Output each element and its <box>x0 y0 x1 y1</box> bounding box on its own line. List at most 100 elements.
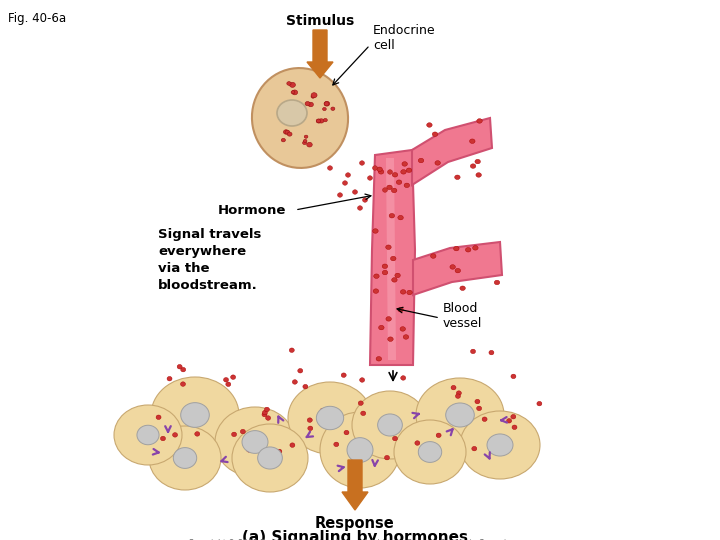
Ellipse shape <box>460 286 465 291</box>
Ellipse shape <box>471 349 475 354</box>
Ellipse shape <box>307 143 312 147</box>
Ellipse shape <box>401 170 406 174</box>
Ellipse shape <box>292 90 297 95</box>
Ellipse shape <box>181 382 186 386</box>
Ellipse shape <box>288 382 372 454</box>
Ellipse shape <box>460 411 540 479</box>
Text: Endocrine
cell: Endocrine cell <box>373 24 436 52</box>
Ellipse shape <box>316 119 321 123</box>
Ellipse shape <box>511 374 516 379</box>
Ellipse shape <box>343 181 348 185</box>
Ellipse shape <box>319 119 324 123</box>
Ellipse shape <box>403 335 409 339</box>
Ellipse shape <box>167 376 172 381</box>
Ellipse shape <box>282 138 285 142</box>
Ellipse shape <box>446 403 474 427</box>
Ellipse shape <box>156 415 161 420</box>
Ellipse shape <box>307 418 312 422</box>
Ellipse shape <box>305 102 310 106</box>
Ellipse shape <box>151 377 239 453</box>
Ellipse shape <box>263 410 267 415</box>
Ellipse shape <box>482 417 487 421</box>
Ellipse shape <box>240 429 246 434</box>
Ellipse shape <box>455 268 461 273</box>
Ellipse shape <box>418 158 424 163</box>
Text: Response: Response <box>315 516 395 531</box>
Ellipse shape <box>179 450 184 454</box>
Ellipse shape <box>305 135 308 138</box>
Ellipse shape <box>181 367 186 372</box>
Ellipse shape <box>289 348 294 353</box>
Ellipse shape <box>435 450 440 455</box>
FancyArrow shape <box>342 460 368 510</box>
Ellipse shape <box>177 364 182 369</box>
Ellipse shape <box>232 424 308 492</box>
Ellipse shape <box>470 164 476 168</box>
Ellipse shape <box>226 382 231 387</box>
Ellipse shape <box>358 206 362 210</box>
Ellipse shape <box>401 376 405 380</box>
Ellipse shape <box>415 441 420 446</box>
Ellipse shape <box>252 68 348 168</box>
Ellipse shape <box>537 401 542 406</box>
Ellipse shape <box>352 391 428 459</box>
Ellipse shape <box>246 448 251 452</box>
Ellipse shape <box>181 403 210 427</box>
Ellipse shape <box>392 436 397 441</box>
Ellipse shape <box>418 442 441 462</box>
Ellipse shape <box>308 426 312 430</box>
Ellipse shape <box>400 289 406 294</box>
Ellipse shape <box>189 455 194 459</box>
Ellipse shape <box>386 245 391 249</box>
Ellipse shape <box>292 380 297 384</box>
Ellipse shape <box>285 130 289 134</box>
Ellipse shape <box>398 215 403 220</box>
Ellipse shape <box>361 411 366 416</box>
Ellipse shape <box>435 161 441 165</box>
Ellipse shape <box>277 449 282 454</box>
Ellipse shape <box>487 434 513 456</box>
Ellipse shape <box>416 378 504 452</box>
Ellipse shape <box>149 426 221 490</box>
Ellipse shape <box>264 407 269 411</box>
Ellipse shape <box>477 119 482 123</box>
Ellipse shape <box>387 337 393 341</box>
Ellipse shape <box>328 166 333 170</box>
Ellipse shape <box>384 455 390 460</box>
Ellipse shape <box>392 173 397 177</box>
Ellipse shape <box>377 167 382 172</box>
Ellipse shape <box>373 229 378 233</box>
Ellipse shape <box>311 95 315 98</box>
Ellipse shape <box>359 161 364 165</box>
Ellipse shape <box>406 168 412 172</box>
Ellipse shape <box>510 415 516 419</box>
Ellipse shape <box>472 246 478 250</box>
Ellipse shape <box>477 406 482 410</box>
Ellipse shape <box>137 426 159 445</box>
Text: (a) Signaling by hormones: (a) Signaling by hormones <box>242 530 468 540</box>
Ellipse shape <box>316 119 320 123</box>
Ellipse shape <box>290 443 295 447</box>
Ellipse shape <box>396 180 402 185</box>
Ellipse shape <box>378 414 402 436</box>
Ellipse shape <box>338 193 343 197</box>
Ellipse shape <box>320 412 400 488</box>
Ellipse shape <box>323 107 326 111</box>
Ellipse shape <box>392 278 397 282</box>
Ellipse shape <box>324 102 329 106</box>
Polygon shape <box>370 150 415 365</box>
Ellipse shape <box>450 265 456 269</box>
Ellipse shape <box>287 132 292 136</box>
Ellipse shape <box>436 433 441 437</box>
Ellipse shape <box>298 368 303 373</box>
Ellipse shape <box>431 254 436 258</box>
Ellipse shape <box>230 375 235 380</box>
Ellipse shape <box>376 356 382 361</box>
Ellipse shape <box>390 256 396 261</box>
Ellipse shape <box>489 350 494 355</box>
Ellipse shape <box>331 107 335 110</box>
Ellipse shape <box>324 102 330 106</box>
Text: Signal travels
everywhere
via the
bloodstream.: Signal travels everywhere via the bloods… <box>158 228 261 292</box>
Ellipse shape <box>392 188 397 193</box>
Ellipse shape <box>379 325 384 330</box>
